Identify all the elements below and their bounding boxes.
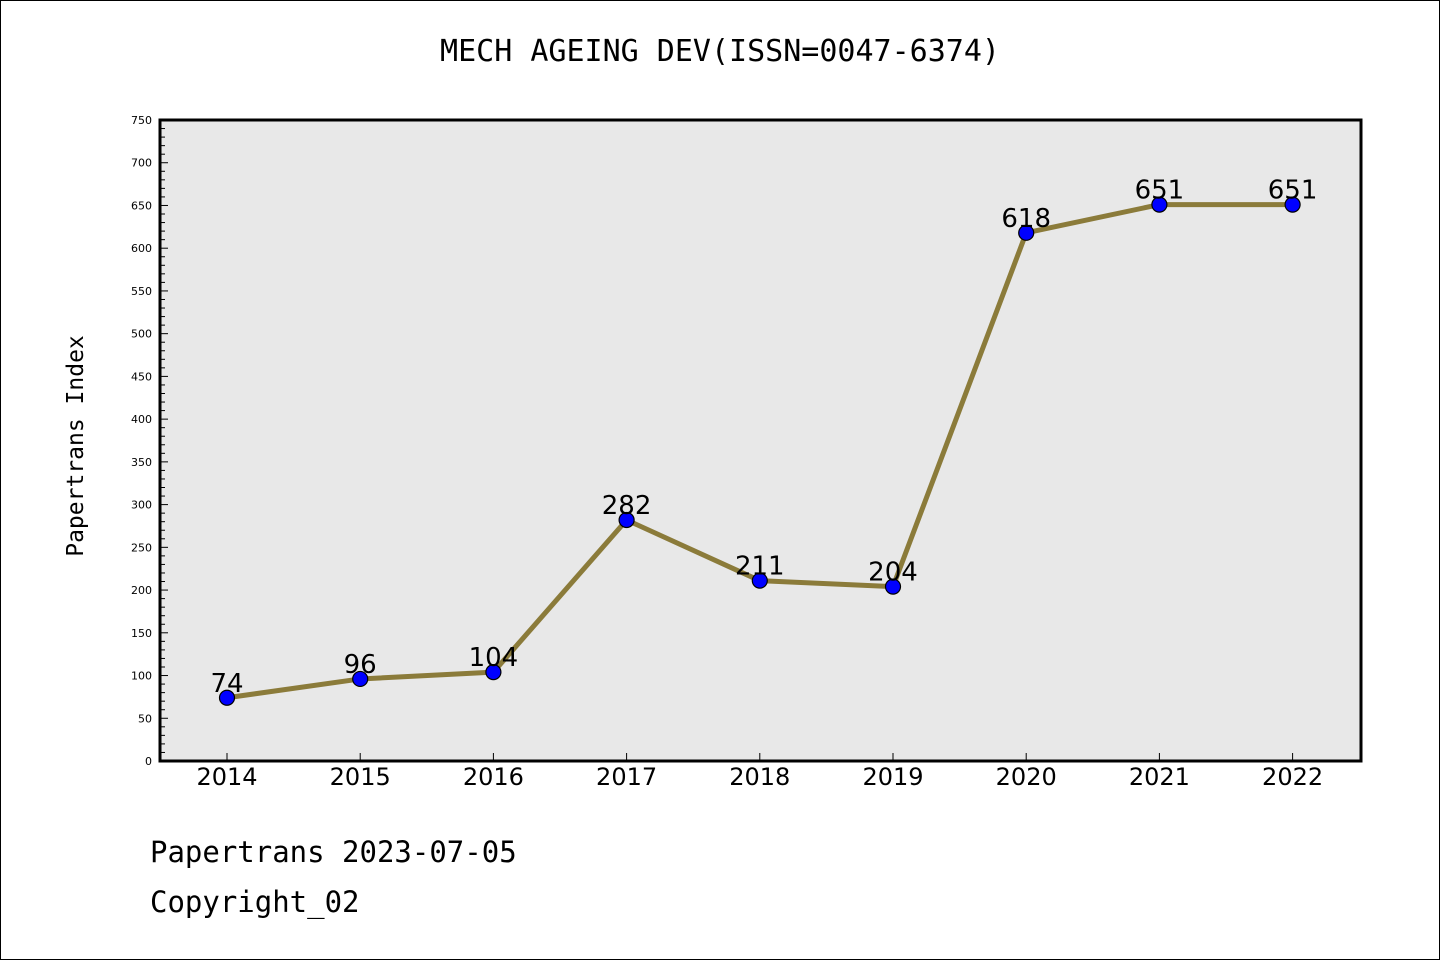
y-tick-label: 100 [131,670,152,683]
y-tick-label: 250 [131,541,152,554]
y-tick-label: 550 [131,285,152,298]
x-tick-label: 2014 [196,763,257,791]
data-point-2018 [751,572,768,589]
y-tick-label: 600 [131,242,152,255]
data-label-2021: 651 [1135,176,1185,206]
chart-title: MECH AGEING DEV(ISSN=0047-6374) [440,34,1000,69]
series-markers [218,196,1301,706]
data-point-2015 [352,670,369,688]
plot-area [160,120,1361,761]
y-tick-label: 300 [131,499,152,512]
data-label-2022: 651 [1268,176,1318,206]
data-label-2014: 74 [210,669,243,699]
y-tick-label: 750 [131,114,152,127]
y-tick-label: 400 [131,413,152,426]
data-label-2018: 211 [735,552,785,582]
footer-copyright-line: Copyright_02 [150,885,360,919]
data-labels: 74 96 104 282 211 204 618 651 651 [210,176,1317,699]
data-point-2021 [1151,196,1168,213]
data-label-2019: 204 [868,558,918,588]
y-tick-label: 50 [138,712,152,725]
x-tick-label: 2021 [1129,763,1190,791]
data-point-2017 [618,511,635,529]
data-point-2014 [218,689,236,706]
data-label-2016: 104 [469,643,519,673]
y-tick-label: 500 [131,328,152,341]
x-tick-label: 2019 [862,763,923,791]
y-tick-label: 0 [145,755,152,768]
x-tick-label: 2016 [463,763,524,791]
plot-border [158,118,1363,763]
x-tick-label: 2015 [330,763,391,791]
data-point-2020 [1018,224,1035,241]
x-axis: 2014 2015 2016 2017 2018 2019 2020 2021 2022 [196,753,1323,791]
x-tick-label: 2018 [729,763,790,791]
y-tick-label: 650 [131,199,152,212]
y-tick-label: 200 [131,584,152,597]
data-point-2019 [884,578,902,595]
x-tick-label: 2017 [596,763,657,791]
y-tick-label: 700 [131,157,152,170]
x-tick-label: 2022 [1262,763,1323,791]
data-point-2022 [1284,196,1301,213]
y-tick-label: 350 [131,456,152,469]
x-tick-label: 2020 [996,763,1057,791]
y-tick-label: 150 [131,627,152,640]
y-tick-label: 450 [131,370,152,383]
data-label-2020: 618 [1001,204,1051,234]
data-label-2015: 96 [344,650,377,680]
footer-date-line: Papertrans 2023-07-05 [150,835,517,869]
data-label-2017: 282 [602,491,652,521]
data-point-2016 [485,664,502,681]
